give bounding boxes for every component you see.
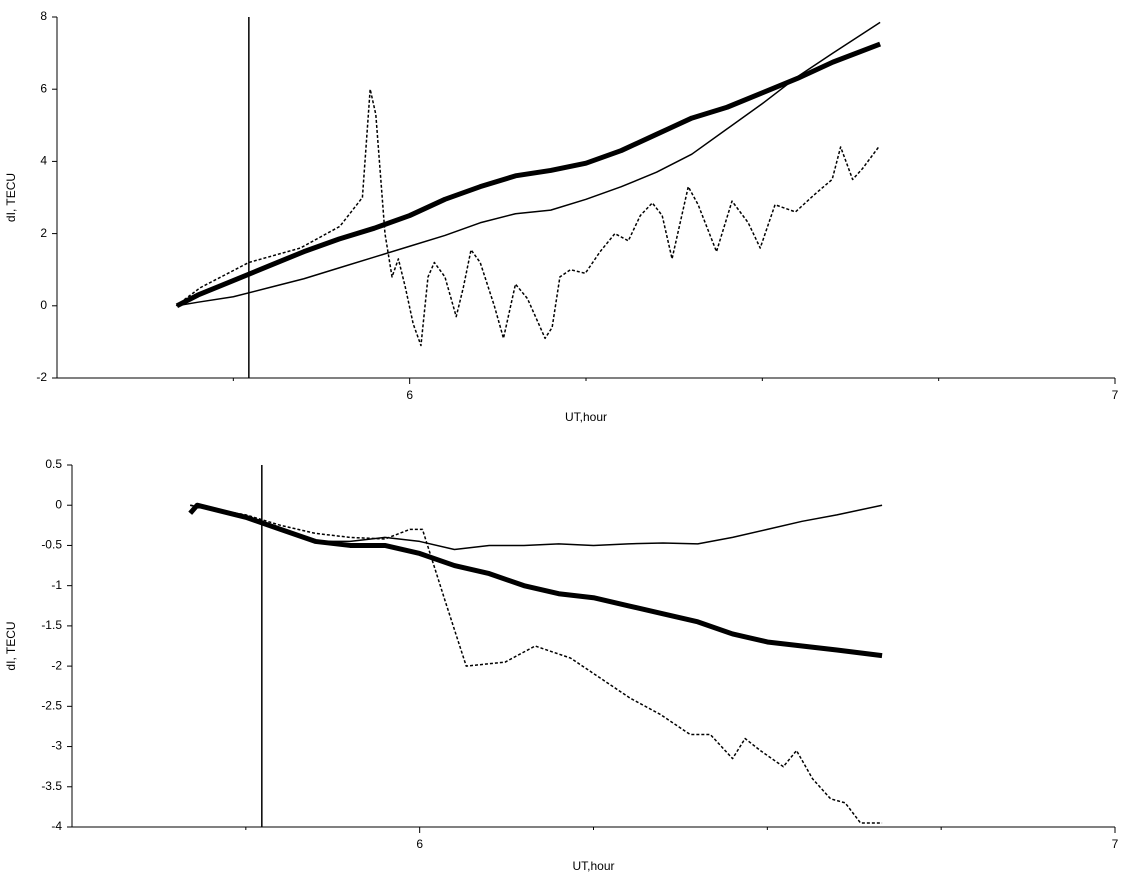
y-axis-label: dI, TECU [4, 173, 18, 222]
y-tick-label: 0 [40, 298, 47, 312]
y-tick-label: -4 [51, 819, 62, 833]
x-axis-label: UT,hour [565, 410, 607, 424]
x-tick-label: 6 [406, 388, 413, 402]
y-tick-label: 2 [40, 226, 47, 240]
y-tick-label: -2.5 [41, 699, 62, 713]
x-tick-label: 7 [1112, 388, 1119, 402]
x-tick-label: 6 [416, 837, 423, 851]
y-tick-label: 4 [40, 154, 47, 168]
y-tick-label: -3 [51, 739, 62, 753]
data-line [190, 504, 883, 551]
y-tick-label: 8 [40, 9, 47, 23]
y-tick-label: -3.5 [41, 779, 62, 793]
data-line [176, 21, 881, 307]
data-line [190, 504, 883, 824]
data-line [175, 41, 882, 309]
y-axis-label: dI, TECU [4, 621, 18, 670]
y-tick-label: 0 [55, 497, 62, 511]
y-tick-label: 0.5 [45, 457, 62, 471]
data-line [175, 88, 880, 347]
y-tick-label: -2 [51, 658, 62, 672]
y-tick-label: -1.5 [41, 618, 62, 632]
x-axis-label: UT,hour [572, 859, 614, 873]
y-tick-label: -2 [36, 370, 47, 384]
x-tick-label: 7 [1112, 837, 1119, 851]
y-tick-label: -0.5 [41, 538, 62, 552]
y-tick-label: 6 [40, 81, 47, 95]
y-tick-label: -1 [51, 578, 62, 592]
